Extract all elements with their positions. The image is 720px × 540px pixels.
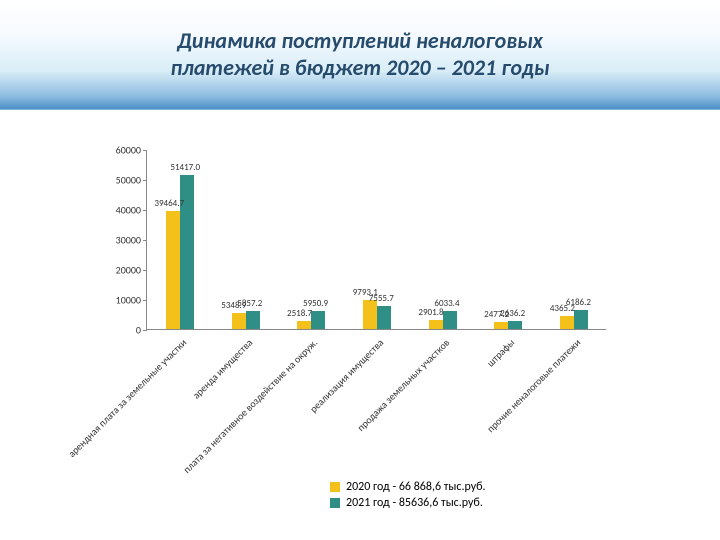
y-tick-label: 60000 [97,144,141,157]
y-tick [143,210,147,211]
bar-2020 [494,322,508,329]
bar-value-2020: 39464.7 [154,198,184,209]
bar-2021 [311,311,325,329]
chart: 010000200003000040000500006000039464.751… [90,150,620,500]
bar-value-2021: 5857.2 [237,298,262,309]
legend-item-2021: 2021 год - 85636,6 тыс.руб. [330,496,486,510]
legend-swatch-2021 [330,498,340,508]
y-tick [143,240,147,241]
bar-2021 [377,306,391,329]
y-tick-label: 40000 [97,204,141,217]
bar-value-2021: 5950.9 [303,298,328,309]
legend-item-2020: 2020 год - 66 868,6 тыс.руб. [330,480,486,494]
y-tick [143,150,147,151]
plot-area: 010000200003000040000500006000039464.751… [146,150,606,330]
bar-2021 [574,310,588,329]
bar-2020 [429,320,443,329]
y-tick-label: 20000 [97,264,141,277]
bar-2020 [166,211,180,329]
bar-2021 [246,311,260,329]
y-tick [143,300,147,301]
x-tick-label: аренда имущества [189,336,255,402]
legend-swatch-2020 [330,482,340,492]
bar-2021 [508,321,522,329]
bar-value-2021: 2636.2 [500,308,525,319]
x-tick-label: штрафы [484,336,517,369]
bar-2020 [560,316,574,329]
bar-value-2021: 7555.7 [369,293,394,304]
title-line-2: платежей в бюджет 2020 – 2021 годы [171,54,550,81]
bar-value-2020: 2518.7 [287,308,312,319]
bar-2020 [297,321,311,329]
y-tick-label: 0 [97,324,141,337]
legend: 2020 год - 66 868,6 тыс.руб. 2021 год - … [330,480,486,512]
bar-value-2021: 6186.2 [566,297,591,308]
x-tick-label: арендная плата за земельные участки [65,336,189,460]
bar-value-2021: 6033.4 [434,298,459,309]
y-tick-label: 10000 [97,294,141,307]
y-tick [143,270,147,271]
bar-2021 [443,311,457,329]
bar-2020 [232,313,246,329]
bar-value-2020: 2901.8 [418,307,443,318]
page-title: Динамика поступлений неналоговых платеже… [131,28,590,81]
bar-value-2021: 51417.0 [170,162,200,173]
title-line-1: Динамика поступлений неналоговых [177,27,543,54]
header-band: Динамика поступлений неналоговых платеже… [0,0,720,110]
y-tick [143,180,147,181]
x-tick-label: плата за негативное воздействие на окруж… [181,336,321,476]
y-tick [143,330,147,331]
y-tick-label: 30000 [97,234,141,247]
legend-label-2020: 2020 год - 66 868,6 тыс.руб. [346,480,486,494]
y-tick-label: 50000 [97,174,141,187]
legend-label-2021: 2021 год - 85636,6 тыс.руб. [346,496,483,510]
